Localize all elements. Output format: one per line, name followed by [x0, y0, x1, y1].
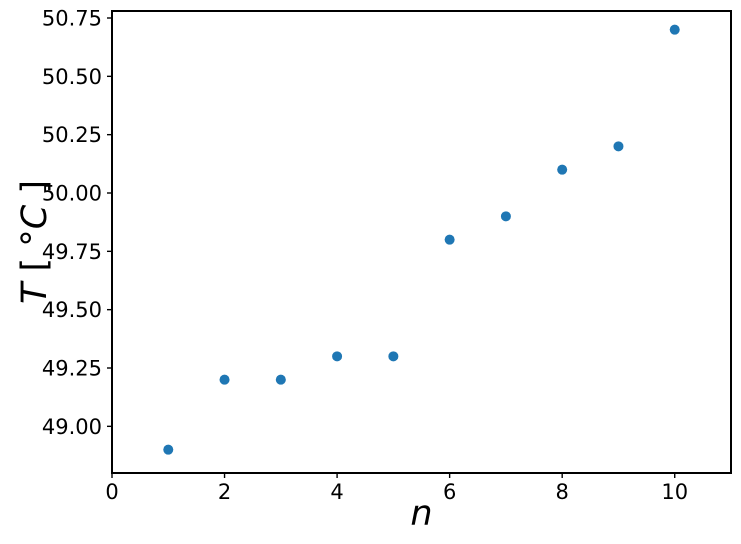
- y-axis-tick-label: 49.00: [42, 415, 102, 439]
- x-axis-label: n: [410, 494, 432, 534]
- x-axis-tick-label: 6: [443, 480, 456, 504]
- data-point: [388, 351, 399, 362]
- y-axis-label: T [ °C ]: [15, 180, 55, 304]
- plot-area: [112, 11, 731, 473]
- x-axis-tick-label: 8: [555, 480, 568, 504]
- y-axis-tick-label: 50.50: [42, 65, 102, 89]
- y-axis-tick-label: 49.75: [42, 240, 102, 264]
- data-point: [444, 234, 455, 245]
- data-point: [500, 211, 511, 222]
- x-axis-tick-label: 0: [105, 480, 118, 504]
- y-axis-tick-label: 49.25: [42, 357, 102, 381]
- x-axis-tick-label: 4: [330, 480, 343, 504]
- data-point: [163, 444, 174, 455]
- data-point: [275, 374, 286, 385]
- data-point: [557, 164, 568, 175]
- x-axis-tick-label: 10: [661, 480, 688, 504]
- y-axis-tick-label: 50.00: [42, 182, 102, 206]
- y-axis-tick-label: 50.75: [42, 7, 102, 31]
- data-point: [669, 24, 680, 35]
- y-axis-tick-label: 49.50: [42, 298, 102, 322]
- x-axis-tick-label: 2: [218, 480, 231, 504]
- data-point: [219, 374, 230, 385]
- data-point: [332, 351, 343, 362]
- plot-frame: [111, 10, 732, 474]
- y-axis-tick-label: 50.25: [42, 123, 102, 147]
- data-point: [613, 141, 624, 152]
